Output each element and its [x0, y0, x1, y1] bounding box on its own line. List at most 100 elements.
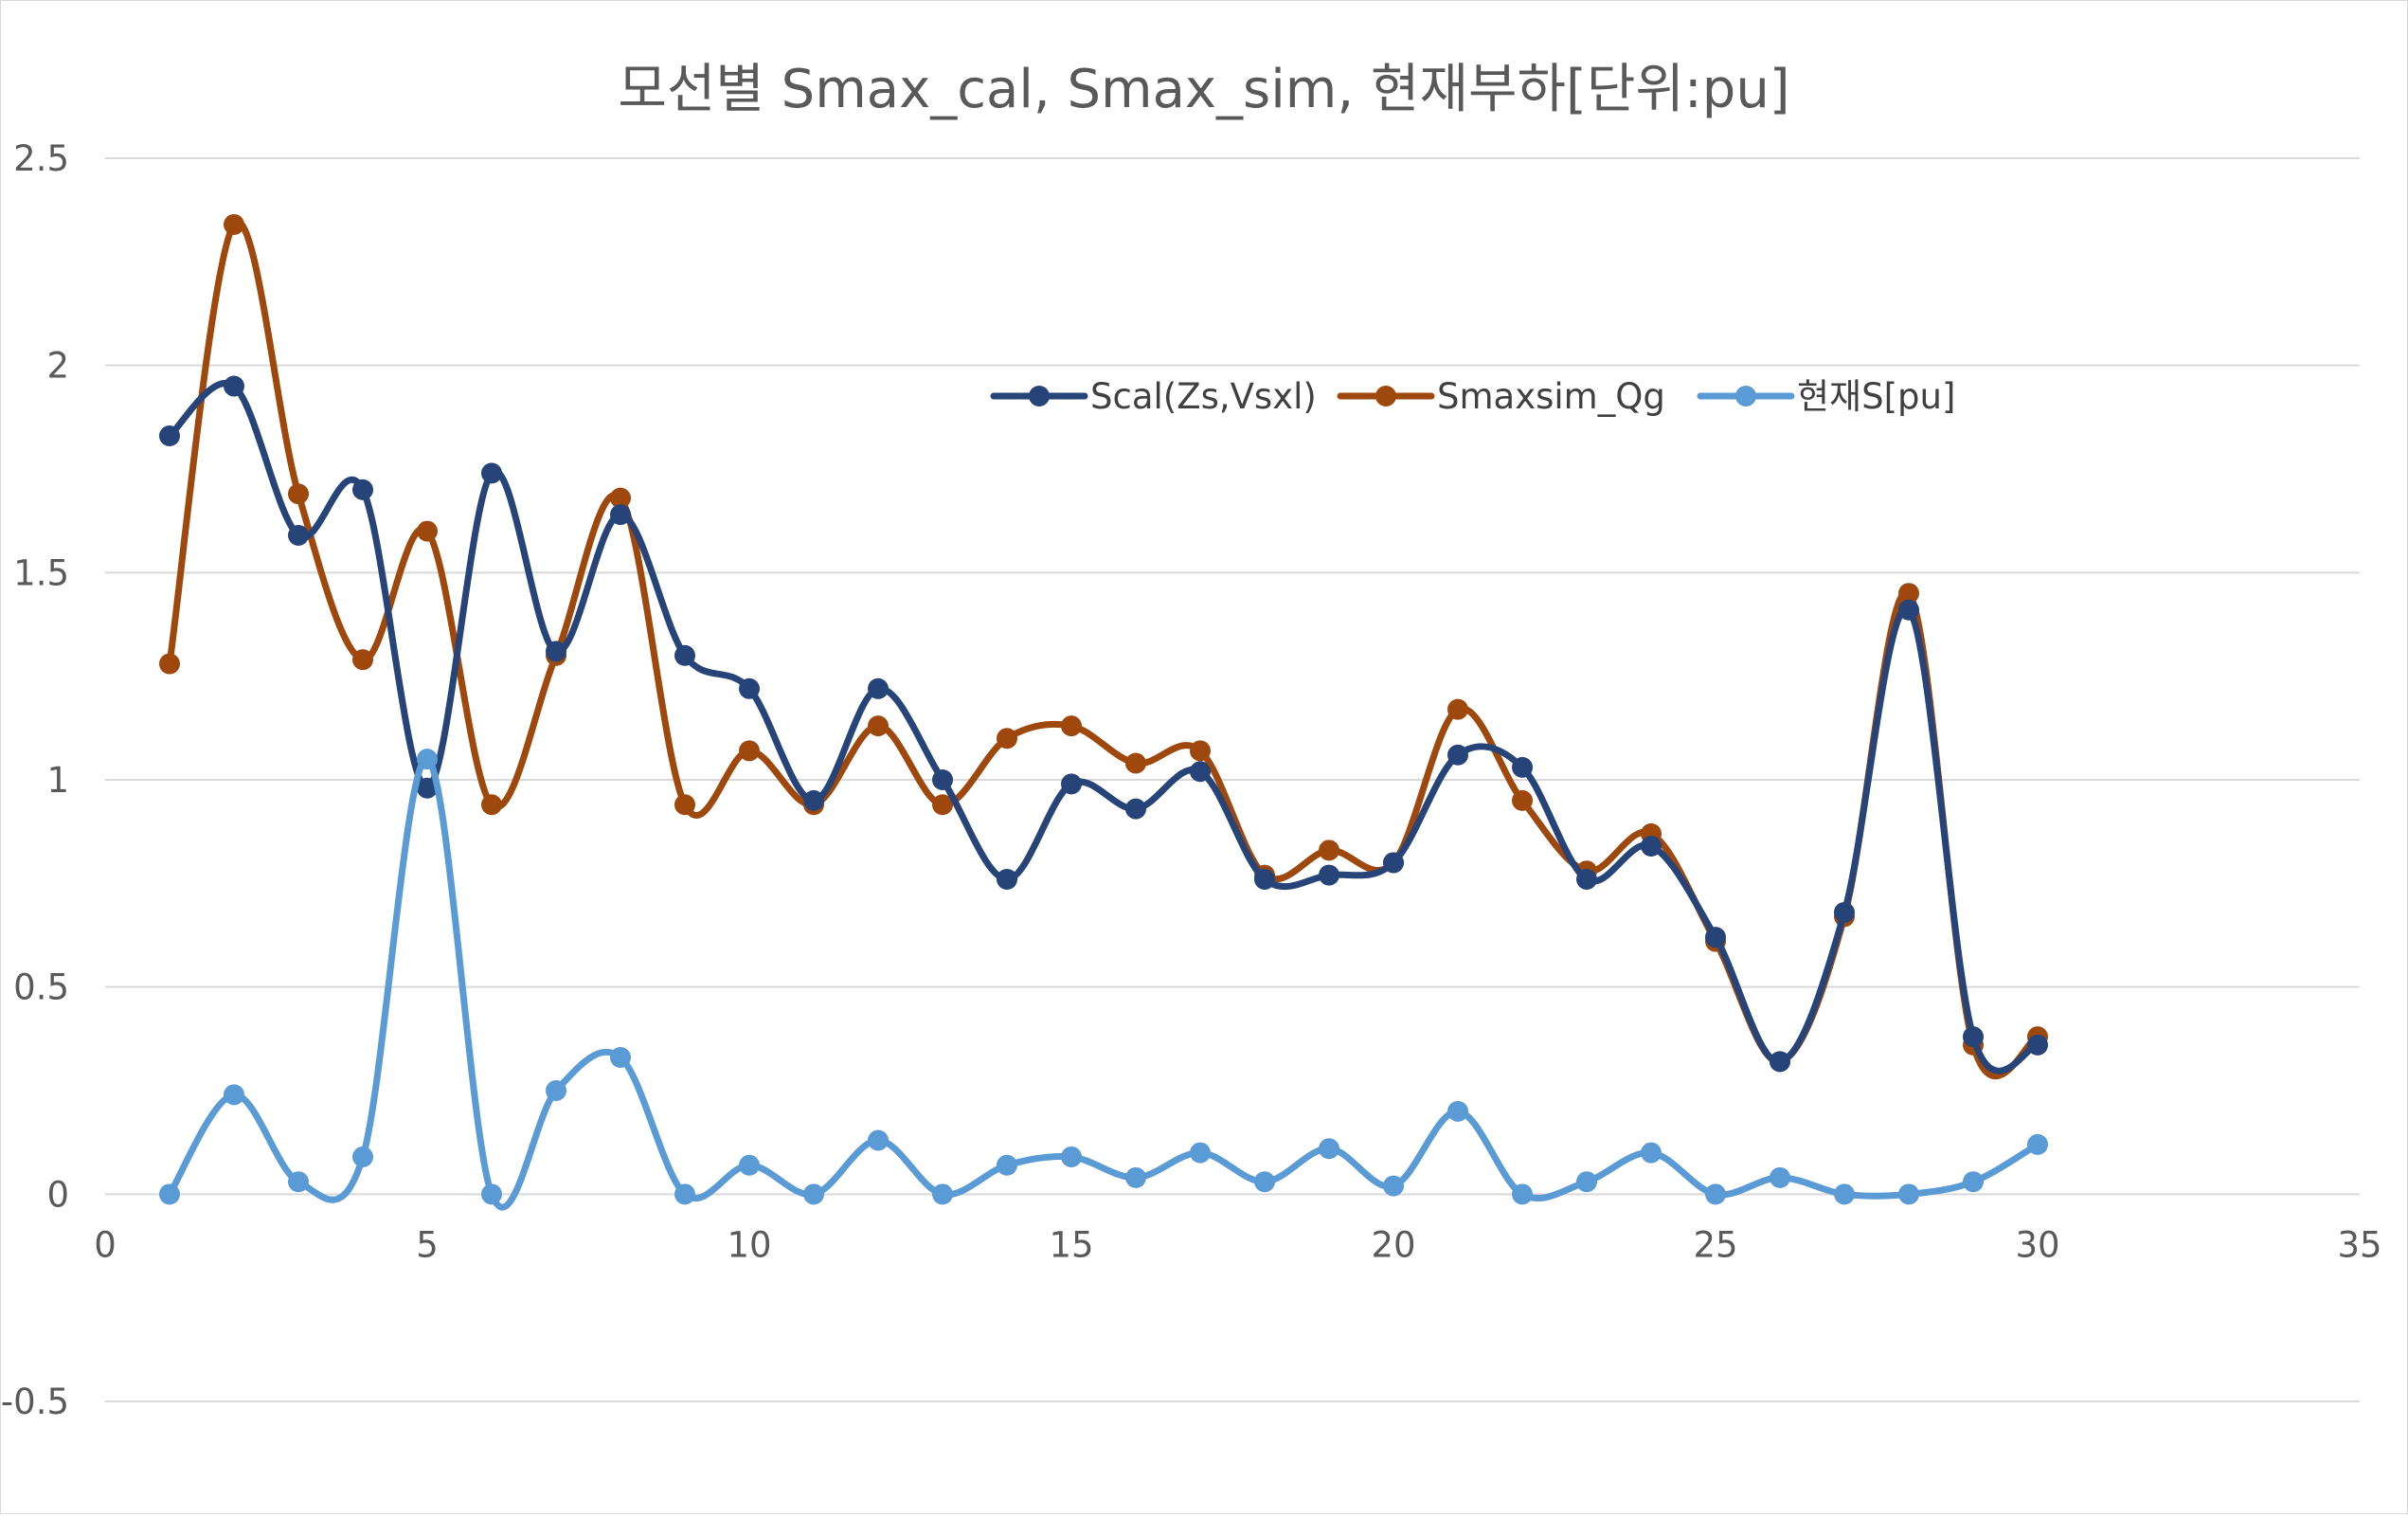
data-point [1319, 864, 1339, 886]
y-tick-label: 1 [46, 760, 69, 801]
x-tick-label: 10 [727, 1224, 771, 1265]
y-tick-label: 0.5 [13, 967, 69, 1008]
data-point [1125, 798, 1146, 820]
data-point [481, 1183, 502, 1205]
data-point [1319, 1138, 1339, 1160]
x-tick-label: 30 [2015, 1224, 2059, 1265]
data-point [1125, 752, 1146, 774]
y-tick-label: 1.5 [13, 552, 69, 593]
data-point [1898, 583, 1919, 605]
data-point [1898, 599, 1919, 621]
data-point [1190, 761, 1211, 783]
data-point [997, 728, 1017, 749]
legend-item: Smaxsim_Qg [1337, 376, 1665, 417]
data-point [1383, 852, 1404, 874]
legend-label: 현재S[pu] [1797, 376, 1955, 417]
data-point [739, 740, 760, 762]
data-point [417, 520, 438, 542]
data-point [417, 777, 438, 799]
data-point [1512, 789, 1533, 811]
data-point [1705, 1183, 1726, 1205]
data-point [481, 462, 502, 484]
data-point [1641, 1142, 1662, 1164]
legend-item: Scal(Zs,Vsxl) [990, 376, 1317, 417]
data-point [288, 1171, 309, 1193]
series-1 [159, 375, 2048, 1075]
data-point [224, 213, 244, 235]
data-point [997, 1154, 1017, 1176]
data-point [288, 524, 309, 546]
data-point [739, 1154, 760, 1176]
data-point [159, 1183, 180, 1205]
data-point [1383, 1175, 1404, 1197]
data-point [1705, 927, 1726, 948]
data-point [224, 1084, 244, 1106]
data-point [868, 715, 889, 737]
data-point [674, 1183, 695, 1205]
data-point [739, 677, 760, 699]
series-line [166, 380, 2041, 1075]
data-point [1834, 1183, 1855, 1205]
data-point [803, 789, 824, 811]
data-point [224, 375, 244, 397]
data-point [932, 794, 953, 816]
data-point [1447, 744, 1468, 766]
data-point [610, 1047, 631, 1069]
x-tick-label: 35 [2337, 1224, 2381, 1265]
x-tick-label: 20 [1371, 1224, 1415, 1265]
data-point [1061, 715, 1082, 737]
grid-layer [105, 157, 2360, 1402]
data-point [1061, 1146, 1082, 1167]
legend-item: 현재S[pu] [1697, 376, 1955, 417]
data-point [546, 1080, 566, 1101]
data-point [1125, 1166, 1146, 1188]
data-point [868, 677, 889, 699]
legend-marker [1375, 386, 1396, 406]
x-tick-label: 25 [1693, 1224, 1737, 1265]
data-point [610, 487, 631, 509]
data-point [1319, 840, 1339, 861]
data-point [481, 794, 502, 816]
data-point [546, 641, 566, 662]
legend-marker [1735, 386, 1756, 406]
legend-label: Smaxsim_Qg [1437, 376, 1665, 417]
data-point [674, 794, 695, 816]
series-3 [159, 749, 2048, 1211]
data-point [610, 504, 631, 526]
data-point [159, 653, 180, 675]
data-point [1061, 773, 1082, 795]
data-point [803, 1183, 824, 1205]
legend: Scal(Zs,Vsxl) Smaxsim_Qg 현재S[pu] [990, 376, 1955, 417]
data-point [1963, 1171, 1984, 1193]
data-point [932, 1183, 953, 1205]
data-point [1190, 1142, 1211, 1164]
data-point [674, 644, 695, 666]
data-point [868, 1129, 889, 1151]
data-point [1770, 1166, 1790, 1188]
legend-marker [1029, 386, 1050, 406]
series-line [166, 755, 2041, 1211]
data-point [1834, 901, 1855, 923]
data-point [288, 483, 309, 505]
data-point [352, 649, 373, 671]
data-point [1447, 698, 1468, 720]
y-tick-label: 2 [46, 346, 69, 387]
data-point [1512, 756, 1533, 778]
series-line [166, 218, 2041, 1080]
data-point [352, 479, 373, 500]
data-point [1576, 1171, 1597, 1193]
data-point [352, 1146, 373, 1167]
axis-label-layer: 2.5 2 1.5 1 0.5 0 -0.5 0 5 10 15 20 25 30 35 [1, 138, 2382, 1422]
y-tick-label: 2.5 [13, 138, 69, 179]
data-point [1512, 1183, 1533, 1205]
data-point [1963, 1026, 1984, 1048]
x-tick-label: 0 [94, 1224, 117, 1265]
legend-label: Scal(Zs,Vsxl) [1090, 376, 1317, 417]
data-point [1770, 1051, 1790, 1073]
data-point [417, 749, 438, 770]
series-2 [159, 213, 2048, 1080]
chart-title: 모선별 Smax_cal, Smax_sim, 현재부하[단위:pu] [618, 59, 1789, 120]
x-tick-label: 15 [1049, 1224, 1093, 1265]
